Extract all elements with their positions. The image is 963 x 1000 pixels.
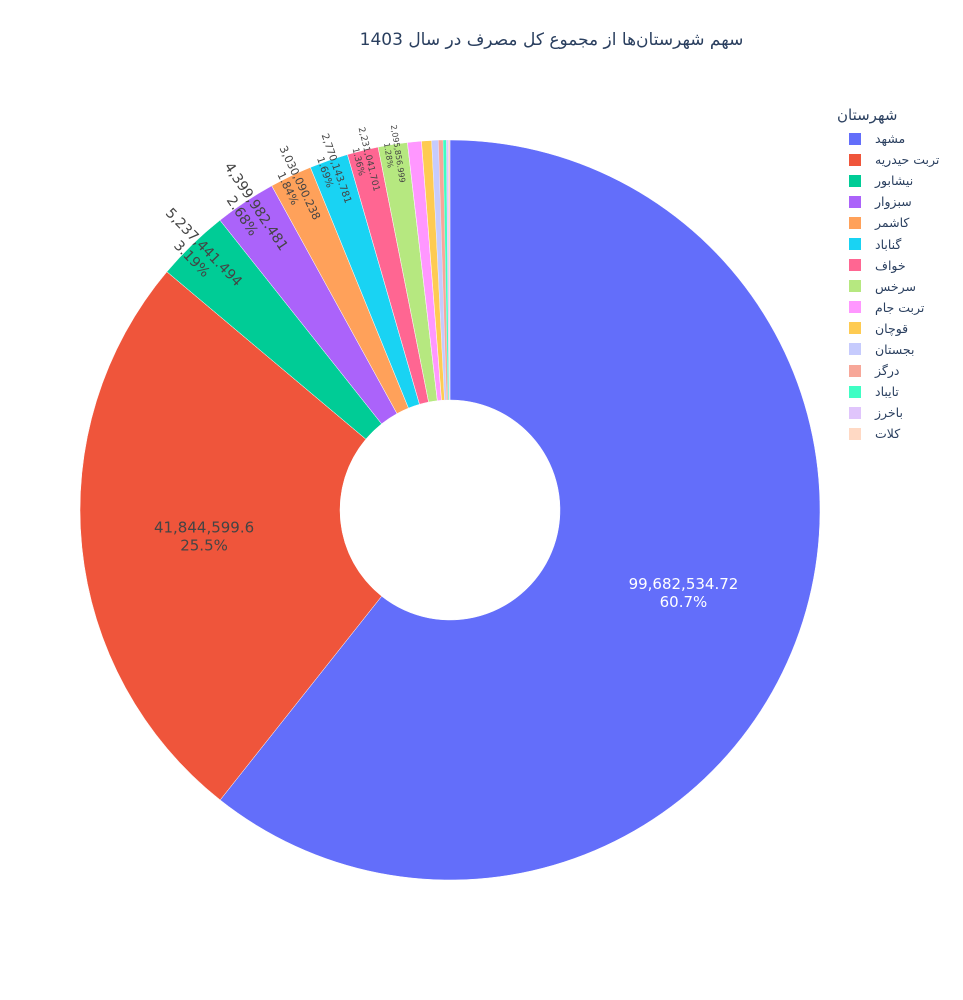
legend-label: سرخس — [875, 278, 917, 294]
legend-item[interactable]: سبزوار — [837, 191, 963, 212]
legend-item[interactable]: گناباد — [837, 233, 963, 254]
legend-label: مشهد — [875, 131, 906, 147]
legend-label: درگز — [875, 363, 900, 379]
legend-swatch — [849, 153, 861, 166]
legend-item[interactable]: تربت جام — [837, 297, 963, 318]
legend-item[interactable]: خواف — [837, 255, 963, 276]
legend-label: سبزوار — [875, 194, 912, 210]
pie-slice[interactable] — [219, 139, 821, 881]
pie-slice[interactable] — [448, 139, 451, 401]
legend-item[interactable]: کلات — [837, 423, 963, 444]
legend-swatch — [849, 385, 861, 398]
slice-percent-label: 1.28% — [382, 142, 395, 169]
slice-percent-label: 25.5% — [180, 537, 228, 555]
legend-item[interactable]: نیشابور — [837, 170, 963, 191]
legend-label: بجستان — [875, 341, 915, 357]
legend-swatch — [849, 195, 861, 208]
legend-label: نیشابور — [875, 173, 914, 189]
legend-label: کاشمر — [875, 215, 910, 231]
slice-percent-label: 60.7% — [660, 593, 708, 611]
legend-label: گناباد — [875, 236, 902, 252]
legend-label: خواف — [875, 257, 906, 273]
legend-title: شهرستان — [837, 106, 898, 124]
slice-value-label: 99,682,534.72 — [629, 575, 739, 593]
legend-item[interactable]: کاشمر — [837, 212, 963, 233]
legend-swatch — [849, 132, 861, 145]
legend: شهرستان مشهد تربت حیدریه نیشابور سبزوار کاشم… — [837, 106, 963, 444]
pie-slice[interactable] — [79, 271, 383, 801]
legend-item[interactable]: قوچان — [837, 318, 963, 339]
legend-item[interactable]: مشهد — [837, 128, 963, 149]
legend-label: تربت جام — [875, 299, 925, 315]
legend-item[interactable]: باخرز — [837, 402, 963, 423]
legend-swatch — [849, 364, 861, 377]
legend-swatch — [849, 216, 861, 229]
legend-swatch — [849, 406, 861, 419]
legend-swatch — [849, 280, 861, 293]
legend-item[interactable]: تایباد — [837, 381, 963, 402]
legend-item[interactable]: سرخس — [837, 276, 963, 297]
slice-label: 41,844,599.6 25.5% — [154, 519, 254, 555]
chart-title: سهم شهرستان‌ها از مجموع کل مصرف در سال 1… — [359, 30, 744, 50]
legend-label: باخرز — [875, 405, 903, 421]
legend-item[interactable]: بجستان — [837, 339, 963, 360]
legend-label: کلات — [875, 426, 901, 442]
legend-label: تربت حیدریه — [875, 152, 940, 168]
slice-label: 99,682,534.72 60.7% — [629, 575, 739, 611]
legend-swatch — [849, 238, 861, 251]
legend-item[interactable]: درگز — [837, 360, 963, 381]
legend-swatch — [849, 427, 861, 440]
legend-items: مشهد تربت حیدریه نیشابور سبزوار کاشمر گناباد خ… — [837, 128, 963, 444]
legend-label: تایباد — [875, 384, 899, 400]
pie-slices — [79, 139, 821, 881]
legend-swatch — [849, 259, 861, 272]
legend-label: قوچان — [875, 320, 909, 336]
slice-value-label: 41,844,599.6 — [154, 519, 254, 537]
legend-swatch — [849, 174, 861, 187]
legend-item[interactable]: تربت حیدریه — [837, 149, 963, 170]
legend-swatch — [849, 322, 861, 335]
legend-swatch — [849, 301, 861, 314]
legend-swatch — [849, 343, 861, 356]
